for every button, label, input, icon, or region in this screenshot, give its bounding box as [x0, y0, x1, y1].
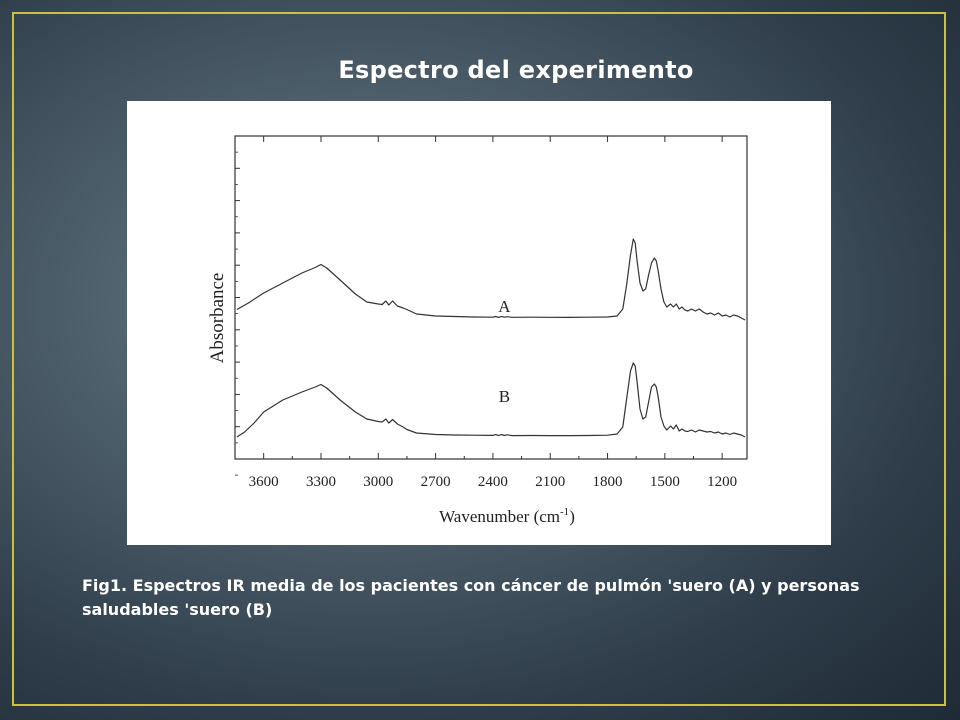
x-tick-label: 2100 — [535, 474, 565, 490]
plot-frame — [234, 135, 748, 460]
chart-ticks: 3600 3300 3000 2700 2400 2100 1800 1500 1200 — [234, 135, 737, 490]
x-axis-label: Wavenumber (cm-1) — [439, 506, 575, 526]
x-tick-label: 1800 — [593, 474, 623, 490]
x-tick-label: 2400 — [478, 474, 508, 490]
x-tick-label: 1200 — [707, 474, 737, 490]
figure-caption: Fig1. Espectros IR media de los paciente… — [82, 576, 860, 619]
x-tick-label: 2700 — [421, 474, 451, 490]
chart-series: AB — [236, 238, 746, 438]
x-tick-label: 3600 — [249, 474, 279, 490]
x-tick-label: 3000 — [363, 474, 393, 490]
series-label-b: B — [499, 387, 510, 406]
spectrum-chart: 3600 3300 3000 2700 2400 2100 1800 1500 1200 AB … — [207, 135, 748, 526]
slide-title: Espectro del experimento — [338, 56, 694, 84]
x-tick-label: 1500 — [650, 474, 680, 490]
series-label-a: A — [498, 297, 511, 316]
x-tick-label: 3300 — [306, 474, 336, 490]
series-line-b — [236, 362, 746, 438]
y-axis-label: Absorbance — [207, 273, 228, 364]
slide-frame — [12, 12, 946, 706]
series-line-a — [236, 238, 746, 321]
chart-axes — [234, 135, 748, 460]
